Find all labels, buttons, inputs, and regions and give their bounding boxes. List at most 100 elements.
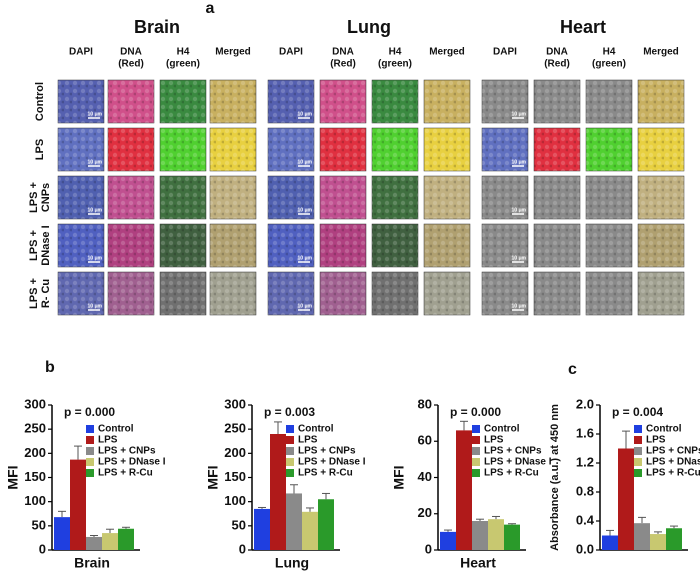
legend-swatch [86, 425, 94, 433]
bar [70, 459, 86, 550]
micrograph-texture [108, 272, 154, 315]
bar [102, 533, 118, 550]
y-tick-label: 200 [24, 445, 46, 460]
bar [618, 448, 634, 550]
micrograph-texture [210, 80, 256, 123]
bar [254, 508, 270, 550]
column-header: DAPI [493, 47, 517, 58]
micrograph-texture [160, 80, 206, 123]
micrograph-texture [210, 176, 256, 219]
micrograph-texture [320, 128, 366, 171]
row-label: R- Cu [40, 279, 52, 308]
bar [456, 430, 472, 550]
micrograph-texture [160, 272, 206, 315]
micrograph-texture [638, 128, 684, 171]
legend-label: LPS + CNPs [484, 446, 542, 457]
y-axis-label: MFI [205, 465, 221, 489]
micrograph-texture [482, 272, 528, 315]
micrograph-texture [268, 224, 314, 267]
annotation: p = 0.000 [450, 405, 501, 419]
legend-swatch [634, 458, 642, 466]
row-label: Control [34, 82, 46, 121]
micrograph-texture [534, 128, 580, 171]
column-header: (green) [378, 59, 412, 70]
y-tick-label: 2.0 [576, 396, 594, 411]
micrograph-texture [160, 176, 206, 219]
micrograph-texture [320, 224, 366, 267]
micrograph-texture [424, 80, 470, 123]
micrograph-texture [372, 224, 418, 267]
legend-label: LPS + DNase I [646, 457, 700, 468]
micrograph-texture [482, 128, 528, 171]
legend-swatch [472, 436, 480, 444]
column-header: DNA [546, 47, 568, 58]
legend-label: LPS + CNPs [98, 446, 156, 457]
y-tick-label: 100 [224, 493, 246, 508]
scale-label: 10 μm [88, 159, 103, 165]
micrograph-texture [268, 272, 314, 315]
row-label: LPS [34, 139, 46, 160]
organ-title: Heart [560, 17, 606, 37]
bar [118, 528, 134, 550]
micrograph-texture [638, 224, 684, 267]
scale-label: 10 μm [88, 111, 103, 117]
micrograph-texture [586, 224, 632, 267]
legend-label: LPS [98, 435, 118, 446]
legend-label: LPS + R-Cu [646, 468, 700, 479]
legend-swatch [472, 469, 480, 477]
micrograph-texture [58, 128, 104, 171]
y-tick-label: 0 [425, 541, 432, 556]
micrograph-texture [160, 128, 206, 171]
scale-label: 10 μm [512, 303, 527, 309]
scale-label: 10 μm [512, 207, 527, 213]
y-tick-label: 100 [24, 493, 46, 508]
scale-label: 10 μm [512, 159, 527, 165]
legend-swatch [86, 469, 94, 477]
column-header: (green) [592, 59, 626, 70]
legend-label: LPS [298, 435, 318, 446]
column-header: H4 [603, 47, 616, 58]
micrograph-texture [108, 80, 154, 123]
y-tick-label: 300 [24, 396, 46, 411]
column-header: DNA [120, 47, 142, 58]
row-label: DNase I [40, 225, 52, 265]
scale-label: 10 μm [298, 159, 313, 165]
legend-swatch [286, 469, 294, 477]
column-header: DNA [332, 47, 354, 58]
micrograph-texture [268, 128, 314, 171]
micrograph-texture [320, 80, 366, 123]
micrograph-texture [210, 272, 256, 315]
bar [472, 521, 488, 550]
micrograph-texture [424, 224, 470, 267]
organ-title: Lung [347, 17, 391, 37]
legend-swatch [286, 458, 294, 466]
micrograph-texture [638, 80, 684, 123]
legend-swatch [86, 458, 94, 466]
micrograph-texture [372, 128, 418, 171]
y-tick-label: 150 [24, 469, 46, 484]
y-tick-label: 200 [224, 445, 246, 460]
column-header: H4 [177, 47, 190, 58]
micrograph-texture [372, 272, 418, 315]
micrograph-texture [424, 176, 470, 219]
scale-label: 10 μm [88, 255, 103, 261]
legend-label: LPS [484, 435, 504, 446]
y-tick-label: 80 [418, 396, 432, 411]
legend-label: LPS + DNase I [484, 457, 552, 468]
y-axis-label: MFI [5, 465, 21, 489]
micrograph-texture [482, 224, 528, 267]
bar [54, 517, 70, 550]
micrograph-texture [482, 80, 528, 123]
legend-swatch [634, 447, 642, 455]
bar [270, 434, 286, 550]
scale-label: 10 μm [512, 255, 527, 261]
micrograph-texture [482, 176, 528, 219]
row-label: LPS + [28, 182, 40, 213]
column-header: (Red) [544, 59, 570, 70]
y-tick-label: 1.6 [576, 425, 594, 440]
bar [286, 493, 302, 550]
bar [634, 523, 650, 550]
column-header: Merged [643, 47, 679, 58]
micrograph-texture [534, 272, 580, 315]
micrograph-texture [210, 224, 256, 267]
